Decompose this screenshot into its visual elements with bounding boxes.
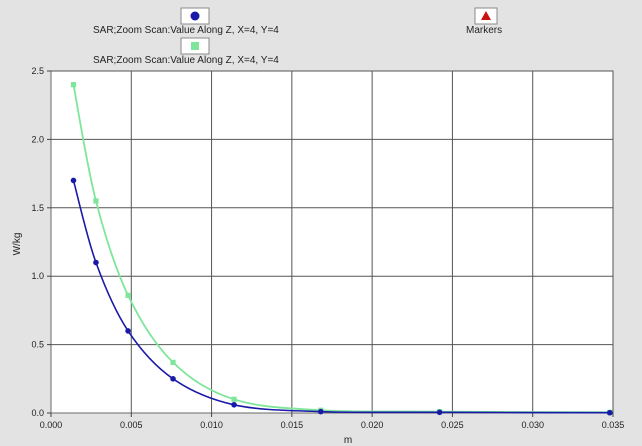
grid [51,70,614,413]
legend-label-series-2: SAR;Zoom Scan:Value Along Z, X=4, Y=4 [93,55,279,66]
y-tick-label: 0.5 [31,340,44,350]
legend-label-markers: Markers [466,25,502,36]
x-tick-label: 0.010 [200,420,223,430]
x-tick-label: 0.000 [40,420,63,430]
data-point-series-2 [93,198,99,204]
legend: SAR;Zoom Scan:Value Along Z, X=4, Y=4 SA… [93,7,502,66]
y-tick-label: 2.0 [31,134,44,144]
data-point-series-2 [70,82,77,88]
data-point-series-1 [170,376,176,382]
axis-ticks: 0.000 0.005 0.010 0.015 0.020 0.025 0.030 0.035… [31,66,624,430]
legend-marker-series-2 [191,42,199,50]
x-tick-label: 0.005 [120,420,143,430]
data-point-series-2 [231,396,237,402]
x-tick-label: 0.025 [441,420,464,430]
legend-marker-markers [481,11,491,20]
y-tick-label: 2.5 [31,66,44,76]
data-point-series-2 [170,359,176,365]
data-point-series-1 [436,409,443,416]
x-tick-label: 0.035 [602,420,625,430]
legend-marker-series-1 [190,11,200,21]
x-axis-label: m [344,435,352,446]
data-point-series-2 [125,292,131,298]
series-layer [70,82,613,416]
legend-label-series-1: SAR;Zoom Scan:Value Along Z, X=4, Y=4 [93,25,279,36]
data-point-series-1 [317,408,324,415]
y-axis-label: W/kg [12,233,23,256]
x-tick-label: 0.015 [281,420,304,430]
data-point-series-1 [93,259,99,266]
y-tick-label: 0.0 [31,408,44,418]
data-point-series-1 [231,401,237,408]
data-point-series-1 [125,328,131,334]
data-point-series-1 [70,177,77,184]
y-tick-label: 1.0 [31,271,44,281]
plot-area [50,70,614,414]
x-tick-label: 0.030 [521,420,544,430]
x-tick-label: 0.020 [361,420,384,430]
y-tick-label: 1.5 [31,203,44,213]
series-line-1 [72,180,610,414]
data-point-series-1 [606,409,613,416]
